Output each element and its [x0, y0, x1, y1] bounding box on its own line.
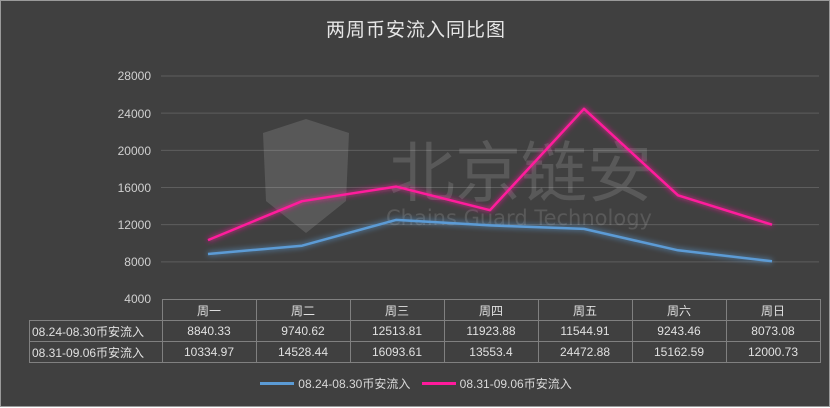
- header-cell: 周一: [161, 299, 257, 321]
- y-tick-28000: 28000: [117, 69, 151, 83]
- table-cell: 8073.08: [725, 320, 821, 342]
- legend: 08.24-08.30币安流入 08.31-09.06币安流入: [1, 374, 830, 392]
- table-header-row: 周一 周二 周三 周四 周五 周六 周日: [30, 299, 821, 321]
- header-cell: 周五: [537, 299, 633, 321]
- header-cell: 周二: [255, 299, 351, 321]
- table-row: 08.31-09.06币安流入 10334.97 14528.44 16093.…: [29, 341, 821, 363]
- row-label: 08.31-09.06币安流入: [29, 341, 163, 363]
- table-cell: 11544.91: [537, 320, 633, 342]
- table-cell: 9740.62: [255, 320, 351, 342]
- table-cell: 16093.61: [349, 341, 445, 363]
- table-cell: 24472.88: [537, 341, 633, 363]
- table-cell: 9243.46: [631, 320, 727, 342]
- y-tick-12000: 12000: [117, 218, 151, 232]
- table-cell: 12000.73: [725, 341, 821, 363]
- header-cell: 周四: [443, 299, 539, 321]
- legend-item-series-1[interactable]: 08.24-08.30币安流入: [260, 375, 410, 392]
- svg-text:北京链安: 北京链安: [389, 135, 653, 212]
- table-cell: 8840.33: [161, 320, 257, 342]
- table-cell: 14528.44: [255, 341, 351, 363]
- table-row: 08.24-08.30币安流入 8840.33 9740.62 12513.81…: [29, 320, 821, 342]
- chart-title: 两周币安流入同比图: [325, 19, 506, 41]
- table-cell: 10334.97: [161, 341, 257, 363]
- legend-label: 08.24-08.30币安流入: [298, 377, 411, 391]
- table-cell: 13553.4: [443, 341, 539, 363]
- watermark: 北京链安 Chains Guard Technology: [263, 119, 653, 233]
- data-table: 周一 周二 周三 周四 周五 周六 周日 08.24-08.30币安流入 884…: [29, 299, 821, 363]
- y-tick-20000: 20000: [117, 144, 151, 158]
- header-cell: 周三: [349, 299, 445, 321]
- table-cell: 11923.88: [443, 320, 539, 342]
- series-line-1: [207, 218, 773, 263]
- line-swatch-icon: [260, 382, 295, 385]
- y-tick-8000: 8000: [124, 255, 151, 269]
- legend-label: 08.31-09.06币安流入: [459, 377, 572, 391]
- line-swatch-icon: [421, 382, 456, 385]
- y-tick-16000: 16000: [117, 181, 151, 195]
- header-cell: 周六: [631, 299, 727, 321]
- y-tick-4000: 4000: [124, 292, 151, 306]
- table-cell: 12513.81: [349, 320, 445, 342]
- table-cell: 15162.59: [631, 341, 727, 363]
- shield-logo-icon: [263, 119, 349, 233]
- header-cell: 周日: [725, 299, 821, 321]
- legend-item-series-2[interactable]: 08.31-09.06币安流入: [421, 375, 572, 392]
- row-label: 08.24-08.30币安流入: [29, 320, 163, 342]
- series-line-2: [207, 107, 773, 242]
- y-tick-24000: 24000: [117, 107, 151, 121]
